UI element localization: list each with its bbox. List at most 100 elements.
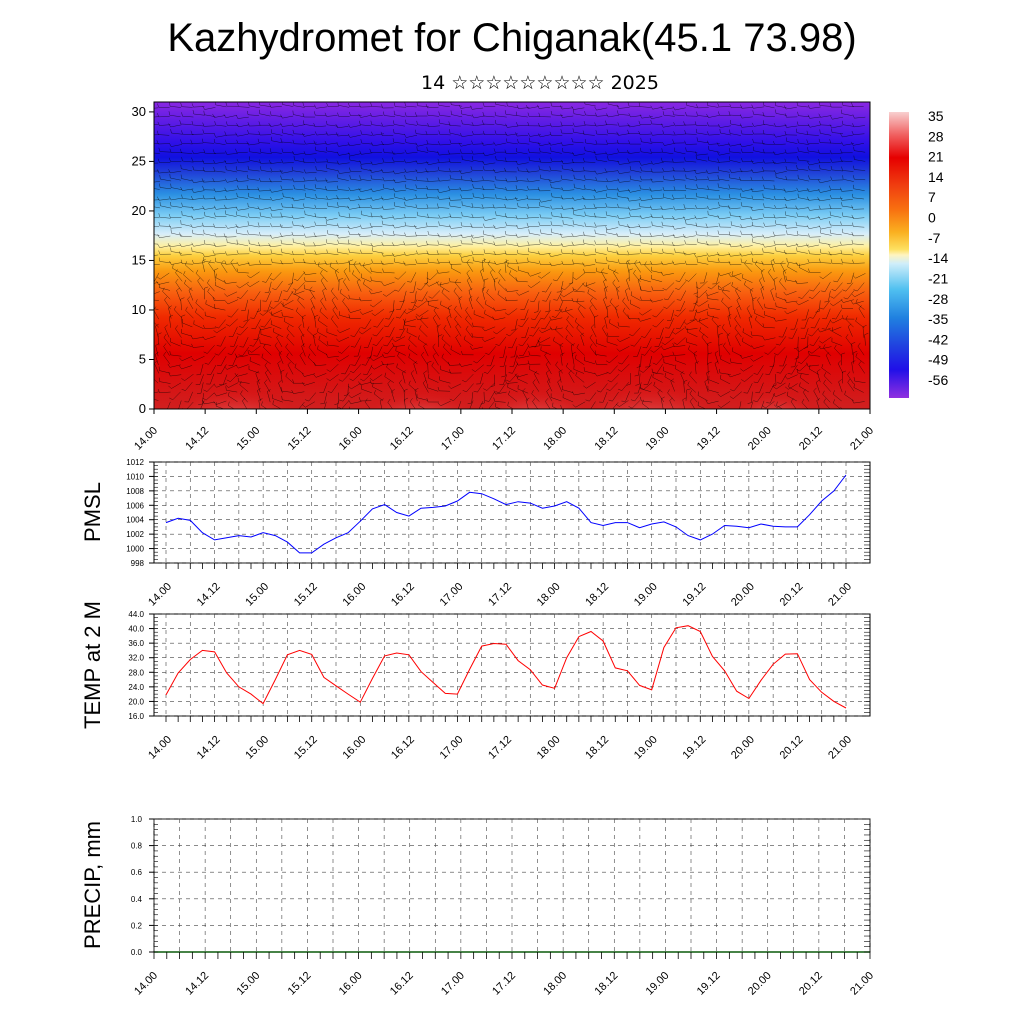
colorbar-label: -21 bbox=[928, 270, 948, 286]
wind-barb-flag bbox=[482, 120, 484, 125]
wind-barb bbox=[796, 225, 808, 227]
x-tick-label: 20.12 bbox=[797, 970, 825, 998]
wind-barb-flag bbox=[773, 140, 775, 145]
wind-barb-flag bbox=[269, 148, 272, 153]
wind-barb bbox=[619, 224, 630, 228]
wind-barb bbox=[685, 217, 697, 221]
wind-barb bbox=[541, 199, 552, 203]
wind-barb bbox=[215, 190, 227, 193]
wind-barb bbox=[249, 105, 260, 109]
wind-barb bbox=[405, 188, 417, 191]
wind-barb-flag bbox=[470, 166, 473, 171]
wind-barb-flag bbox=[201, 178, 204, 183]
wind-barb-flag bbox=[405, 138, 407, 143]
wind-barb-flag bbox=[269, 103, 272, 108]
wind-barb-flag bbox=[247, 129, 249, 134]
wind-barb bbox=[282, 410, 292, 414]
wind-barb bbox=[160, 178, 172, 182]
wind-barb-flag bbox=[638, 202, 641, 207]
wind-barb bbox=[349, 159, 361, 163]
wind-barb-flag bbox=[526, 168, 529, 173]
wind-barb-flag bbox=[705, 223, 708, 228]
wind-barb-flag bbox=[450, 102, 452, 105]
wind-barb bbox=[797, 168, 809, 171]
wind-barb-flag bbox=[426, 185, 429, 190]
wind-barb bbox=[797, 216, 809, 218]
wind-barb-flag bbox=[393, 179, 396, 183]
wind-barb-flag bbox=[672, 139, 675, 144]
wind-barb-flag bbox=[470, 105, 473, 110]
y-tick-label: 1010 bbox=[126, 472, 144, 481]
heatmap-x-axis: 14.00 14.12 15.00 15.12 16.00 16.12 17.00 17.12… bbox=[132, 409, 876, 453]
wind-barb-flag bbox=[203, 110, 205, 115]
wind-barb-flag bbox=[470, 223, 473, 228]
wind-barb-flag bbox=[649, 138, 652, 143]
wind-barb bbox=[170, 106, 182, 108]
wind-barb-flag bbox=[157, 121, 160, 126]
wind-barb-flag bbox=[315, 146, 317, 151]
wind-barb-flag bbox=[784, 149, 787, 154]
wind-barb-flag bbox=[550, 110, 553, 115]
wind-barb-flag bbox=[830, 158, 833, 163]
wind-barb-flag bbox=[495, 156, 497, 161]
wind-barb bbox=[259, 142, 271, 144]
wind-barb bbox=[259, 104, 271, 107]
wind-barb-flag bbox=[301, 224, 305, 229]
wind-barb-flag bbox=[325, 131, 328, 136]
wind-barb bbox=[203, 181, 215, 183]
wind-barb-flag bbox=[169, 102, 171, 107]
wind-barb-flag bbox=[258, 131, 261, 136]
wind-barb-flag bbox=[447, 150, 450, 155]
wind-barb-flag bbox=[348, 230, 350, 235]
wind-barb bbox=[663, 217, 675, 220]
wind-barb bbox=[227, 226, 239, 229]
precip-x-axis: 14.00 14.12 15.00 15.12 16.00 16.12 17.00 17.12… bbox=[132, 952, 876, 998]
wind-barb-flag bbox=[638, 224, 641, 228]
wind-barb bbox=[652, 133, 664, 136]
wind-barb-flag bbox=[751, 159, 754, 164]
wind-barb-flag bbox=[369, 222, 372, 227]
wind-barb bbox=[473, 115, 485, 119]
wind-barb-flag bbox=[460, 175, 463, 180]
wind-barb bbox=[517, 235, 529, 238]
wind-barb-flag bbox=[673, 175, 675, 180]
wind-barb bbox=[820, 217, 832, 220]
wind-barb bbox=[809, 106, 821, 109]
wind-barb-flag bbox=[280, 411, 283, 414]
wind-barb-flag bbox=[763, 159, 765, 164]
wind-barb bbox=[853, 188, 865, 191]
heatmap-x-tick-label: 16.12 bbox=[388, 425, 416, 453]
wind-barb bbox=[831, 197, 843, 200]
wind-barb-flag bbox=[773, 133, 777, 138]
wind-barb-flag bbox=[269, 206, 272, 211]
wind-barb-flag bbox=[426, 146, 428, 151]
y-tick-label: 44.0 bbox=[128, 610, 144, 619]
wind-barb bbox=[439, 153, 451, 156]
wind-barb bbox=[247, 178, 259, 181]
wind-barb bbox=[663, 125, 675, 128]
wind-barb bbox=[853, 217, 865, 219]
wind-barb-flag bbox=[236, 166, 238, 171]
wind-barb-flag bbox=[617, 148, 619, 153]
wind-barb-flag bbox=[572, 122, 575, 127]
wind-barb bbox=[495, 226, 507, 229]
wind-barb bbox=[742, 133, 754, 135]
wind-barb bbox=[484, 162, 496, 165]
wind-barb bbox=[282, 206, 294, 209]
wind-barb bbox=[561, 132, 573, 134]
wind-barb bbox=[162, 410, 170, 418]
wind-barb bbox=[662, 107, 674, 110]
wind-barb-flag bbox=[694, 121, 697, 126]
wind-barb-flag bbox=[392, 138, 395, 143]
wind-barb-flag bbox=[414, 224, 417, 229]
wind-barb-flag bbox=[594, 106, 597, 111]
wind-barb bbox=[383, 143, 394, 145]
wind-barb bbox=[764, 225, 776, 227]
wind-barb-flag bbox=[603, 422, 607, 423]
wind-barb bbox=[775, 152, 786, 156]
wind-barb-flag bbox=[235, 132, 238, 137]
wind-barb-flag bbox=[259, 148, 262, 153]
wind-barb-flag bbox=[582, 130, 585, 135]
wind-barb-flag bbox=[751, 195, 754, 200]
wind-barb-flag bbox=[202, 167, 205, 172]
